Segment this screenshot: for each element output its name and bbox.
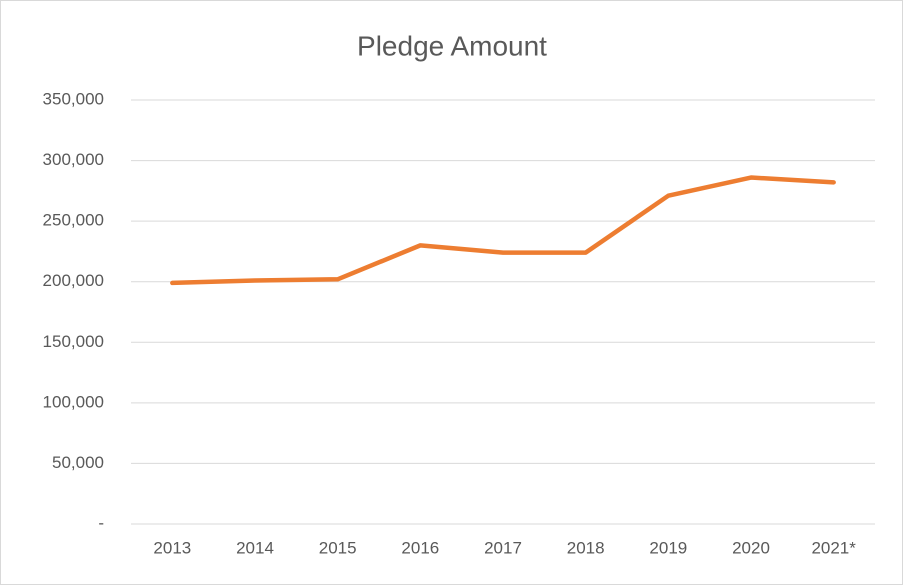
chart-title: Pledge Amount bbox=[357, 30, 547, 61]
y-tick-label: 350,000 bbox=[43, 89, 104, 108]
y-tick-label: 250,000 bbox=[43, 211, 104, 230]
x-tick-label: 2018 bbox=[567, 538, 605, 557]
y-tick-label: 50,000 bbox=[52, 453, 104, 472]
y-tick-label: - bbox=[98, 513, 104, 532]
x-tick-label: 2016 bbox=[401, 538, 439, 557]
x-tick-label: 2013 bbox=[153, 538, 191, 557]
y-tick-label: 200,000 bbox=[43, 271, 104, 290]
x-tick-label: 2014 bbox=[236, 538, 274, 557]
x-tick-label: 2021* bbox=[811, 538, 856, 557]
line-series bbox=[170, 175, 836, 286]
y-tick-label: 100,000 bbox=[43, 392, 104, 411]
x-tick-label: 2019 bbox=[649, 538, 687, 557]
x-tick-label: 2017 bbox=[484, 538, 522, 557]
x-tick-label: 2020 bbox=[732, 538, 770, 557]
y-tick-label: 300,000 bbox=[43, 150, 104, 169]
x-tick-label: 2015 bbox=[319, 538, 357, 557]
y-tick-label: 150,000 bbox=[43, 332, 104, 351]
